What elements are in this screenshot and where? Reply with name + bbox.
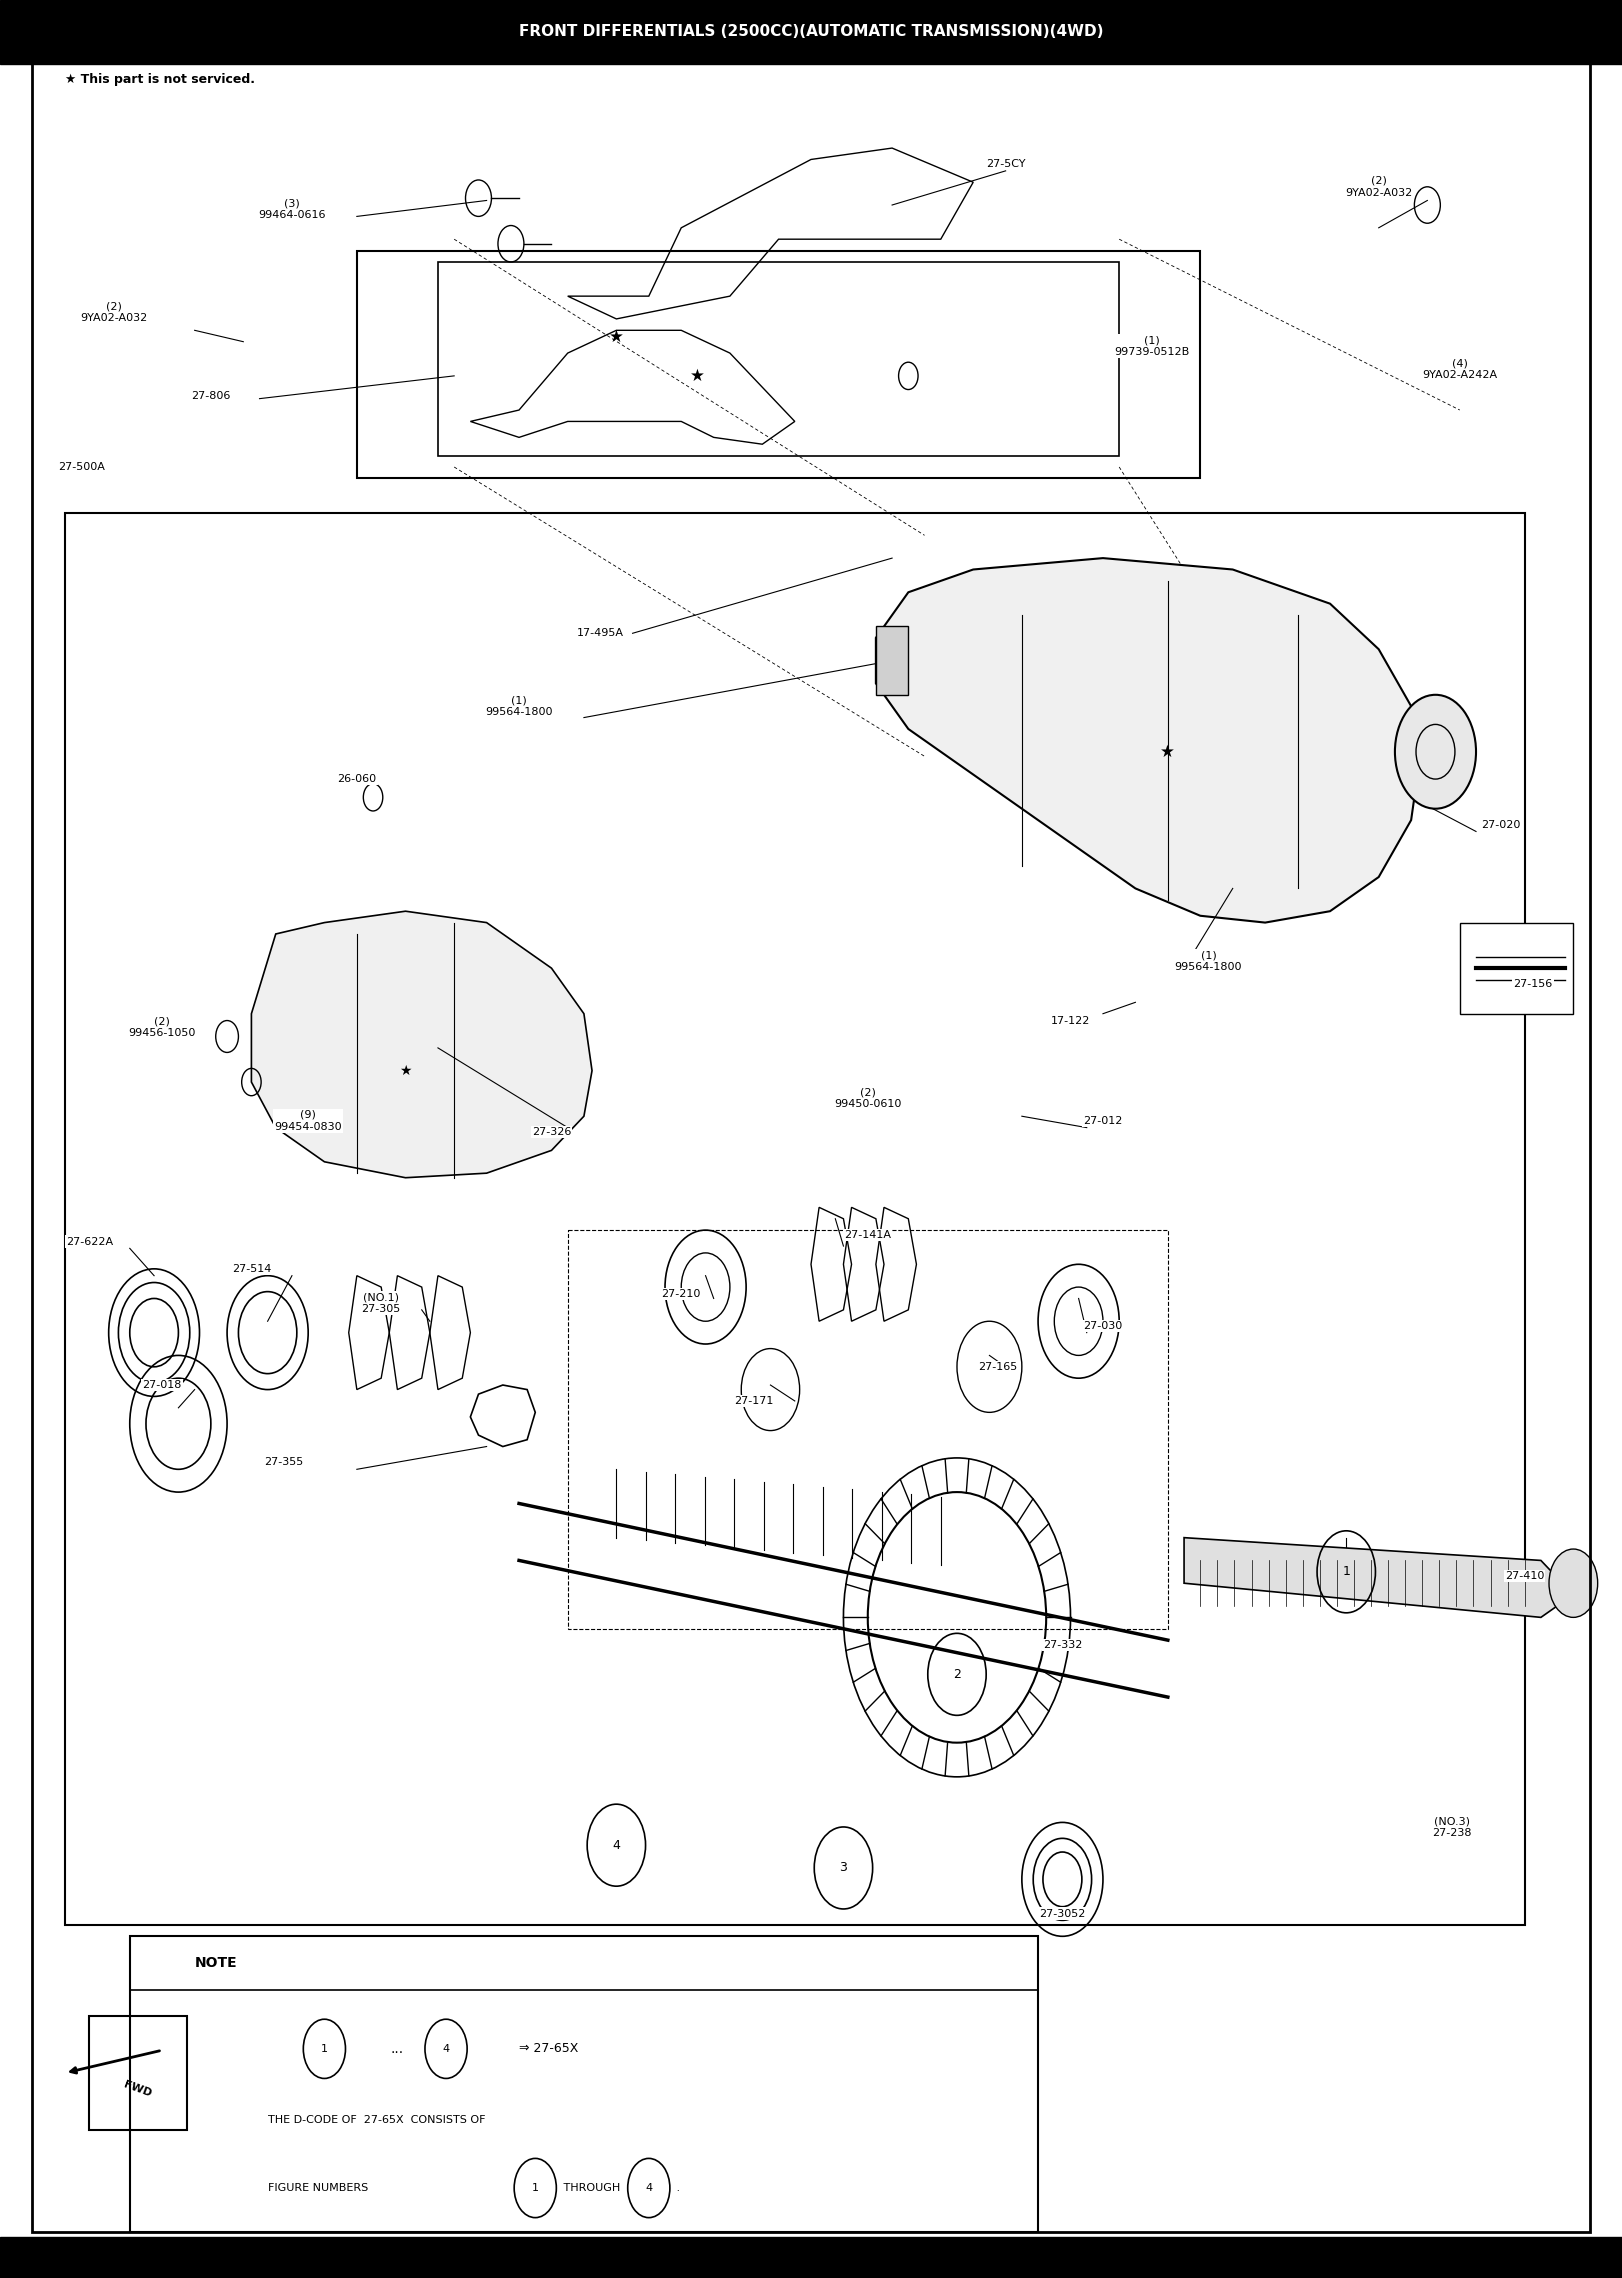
Text: ★: ★ <box>399 1064 412 1077</box>
Text: 27-018: 27-018 <box>143 1380 182 1390</box>
Text: 27-012: 27-012 <box>1083 1116 1122 1125</box>
Text: 27-355: 27-355 <box>264 1458 303 1467</box>
FancyBboxPatch shape <box>130 1936 1038 2232</box>
Text: (2)
9YA02-A032: (2) 9YA02-A032 <box>1345 175 1413 198</box>
Text: (2)
99450-0610: (2) 99450-0610 <box>834 1087 902 1109</box>
Text: 27-326: 27-326 <box>532 1128 571 1137</box>
Bar <box>438 262 1119 456</box>
Text: ★ This part is not serviced.: ★ This part is not serviced. <box>65 73 255 87</box>
Text: (1)
99739-0512B: (1) 99739-0512B <box>1114 335 1189 358</box>
Circle shape <box>1549 1549 1598 1617</box>
Text: (NO.3)
27-238: (NO.3) 27-238 <box>1432 1816 1471 1838</box>
Polygon shape <box>251 911 592 1178</box>
Bar <box>357 251 1200 478</box>
Text: 27-332: 27-332 <box>1043 1640 1082 1649</box>
Bar <box>65 513 1525 1925</box>
Text: 27-806: 27-806 <box>191 392 230 401</box>
Text: (3)
99464-0616: (3) 99464-0616 <box>258 198 326 221</box>
Text: 27-5CY: 27-5CY <box>986 159 1025 169</box>
Text: 4: 4 <box>443 2043 449 2055</box>
Text: (2)
9YA02-A032: (2) 9YA02-A032 <box>79 301 148 323</box>
Text: 4: 4 <box>646 2182 652 2194</box>
Text: ★: ★ <box>1160 743 1176 761</box>
Text: (4)
9YA02-A242A: (4) 9YA02-A242A <box>1422 358 1497 380</box>
Text: 17-495A: 17-495A <box>577 629 623 638</box>
FancyBboxPatch shape <box>1460 923 1573 1014</box>
Text: 3: 3 <box>840 1861 847 1875</box>
Polygon shape <box>876 626 908 695</box>
Text: ★: ★ <box>608 328 624 346</box>
Text: (NO.1)
27-305: (NO.1) 27-305 <box>362 1292 401 1314</box>
Text: 27-156: 27-156 <box>1513 980 1552 989</box>
Polygon shape <box>876 558 1419 923</box>
Text: 27-410: 27-410 <box>1505 1572 1544 1581</box>
Circle shape <box>1395 695 1476 809</box>
Text: THE D-CODE OF  27-65X  CONSISTS OF: THE D-CODE OF 27-65X CONSISTS OF <box>268 2114 485 2125</box>
Polygon shape <box>1184 1538 1573 1617</box>
Text: 26-060: 26-060 <box>337 775 376 784</box>
Text: (9)
99454-0830: (9) 99454-0830 <box>274 1109 342 1132</box>
Text: FRONT DIFFERENTIALS (2500CC)(AUTOMATIC TRANSMISSION)(4WD): FRONT DIFFERENTIALS (2500CC)(AUTOMATIC T… <box>519 25 1103 39</box>
Text: FWD: FWD <box>123 2080 152 2098</box>
Text: 1: 1 <box>532 2182 539 2194</box>
Text: ...: ... <box>391 2041 404 2055</box>
Text: .: . <box>673 2182 680 2194</box>
Text: 27-3052: 27-3052 <box>1040 1909 1085 1918</box>
Text: 1: 1 <box>321 2043 328 2055</box>
Bar <box>0 0 1622 64</box>
Text: NOTE: NOTE <box>195 1957 237 1970</box>
Text: 17-122: 17-122 <box>1051 1016 1090 1025</box>
Text: (1)
99564-1800: (1) 99564-1800 <box>485 695 553 718</box>
Text: 27-165: 27-165 <box>978 1362 1017 1371</box>
Text: 27-210: 27-210 <box>662 1289 701 1298</box>
Text: ★: ★ <box>689 367 706 385</box>
Bar <box>0 2237 1622 2278</box>
Text: 1: 1 <box>1343 1565 1350 1579</box>
Text: 27-020: 27-020 <box>1481 820 1520 829</box>
Text: THROUGH: THROUGH <box>560 2182 623 2194</box>
Text: 27-171: 27-171 <box>735 1396 774 1406</box>
Text: 4: 4 <box>613 1838 620 1852</box>
Text: 27-622A: 27-622A <box>65 1237 114 1246</box>
Text: (2)
99456-1050: (2) 99456-1050 <box>128 1016 196 1039</box>
Text: 27-141A: 27-141A <box>845 1230 890 1239</box>
Text: 27-500A: 27-500A <box>58 462 104 472</box>
Text: (1)
99564-1800: (1) 99564-1800 <box>1174 950 1242 973</box>
Text: 27-514: 27-514 <box>232 1264 271 1273</box>
Text: 2: 2 <box>954 1667 960 1681</box>
Text: ⇒ 27-65X: ⇒ 27-65X <box>519 2043 579 2055</box>
Text: FIGURE NUMBERS: FIGURE NUMBERS <box>268 2182 371 2194</box>
Text: 27-030: 27-030 <box>1083 1321 1122 1330</box>
